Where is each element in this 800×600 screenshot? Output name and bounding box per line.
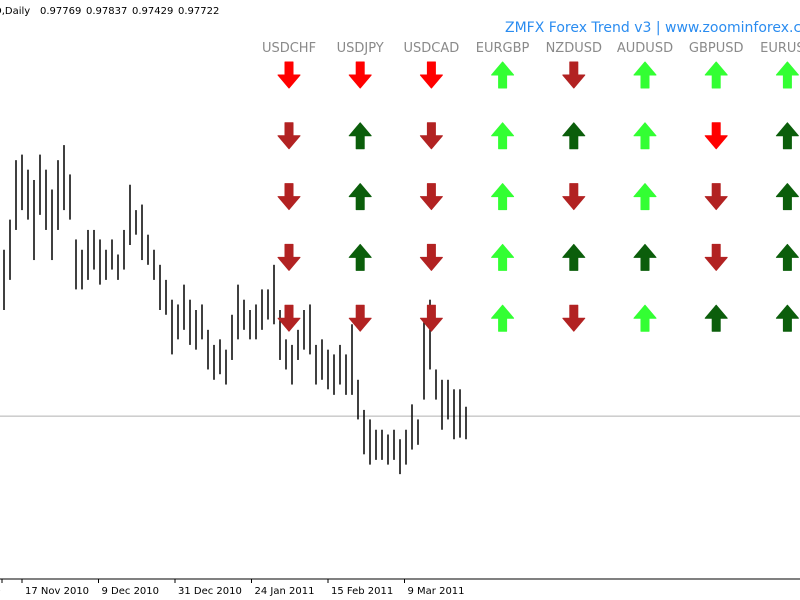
trend-arrow — [704, 243, 728, 271]
trend-arrow — [419, 304, 443, 332]
trend-arrow — [704, 61, 728, 89]
trend-arrow — [348, 243, 372, 271]
trend-arrow — [348, 122, 372, 150]
trend-arrow — [633, 183, 657, 211]
trend-arrow — [704, 122, 728, 150]
trend-arrow — [348, 183, 372, 211]
ohlc-value: 0.97429 — [132, 6, 173, 17]
trend-arrow — [775, 183, 799, 211]
trend-arrow — [277, 61, 301, 89]
trend-arrow — [419, 243, 443, 271]
trend-arrow — [491, 61, 515, 89]
pair-label: EURUSD — [760, 41, 800, 56]
trend-arrow — [277, 243, 301, 271]
trend-arrow — [348, 61, 372, 89]
pair-label: AUDUSD — [617, 41, 673, 56]
x-tick-label: 9 Dec 2010 — [102, 586, 160, 597]
pair-label: EURGBP — [476, 41, 530, 56]
trend-arrow — [348, 304, 372, 332]
trend-arrow — [562, 243, 586, 271]
pair-label: USDJPY — [337, 41, 384, 56]
pair-label: GBPUSD — [689, 41, 744, 56]
x-tick-label: 31 Dec 2010 — [178, 586, 242, 597]
ohlc-value: 0.97722 — [178, 6, 219, 17]
trend-arrow — [562, 183, 586, 211]
x-tick-label: 15 Feb 2011 — [331, 586, 393, 597]
trend-arrow — [775, 304, 799, 332]
trend-arrow — [633, 304, 657, 332]
trend-arrow — [419, 122, 443, 150]
trend-arrow — [633, 61, 657, 89]
trend-arrow — [775, 122, 799, 150]
pair-label: NZDUSD — [546, 41, 602, 56]
trend-arrow — [775, 61, 799, 89]
ohlc-value: 0.97837 — [86, 6, 127, 17]
trend-arrow — [562, 61, 586, 89]
trend-arrow — [419, 183, 443, 211]
trend-arrow — [491, 183, 515, 211]
trend-arrow — [491, 122, 515, 150]
ohlc-value: 0.97769 — [40, 6, 81, 17]
trend-arrow — [277, 122, 301, 150]
trend-arrow — [562, 304, 586, 332]
trend-arrow — [277, 304, 301, 332]
x-tick-label: 17 Nov 2010 — [25, 586, 89, 597]
x-tick-label: 9 Mar 2011 — [408, 586, 465, 597]
trend-arrow — [704, 304, 728, 332]
trend-arrow — [277, 183, 301, 211]
pair-label: USDCHF — [262, 41, 316, 56]
trend-arrow — [419, 61, 443, 89]
symbol-label: D,Daily — [0, 6, 30, 17]
x-tick-label: 24 Jan 2011 — [255, 586, 315, 597]
trend-arrow — [562, 122, 586, 150]
trend-arrow — [633, 243, 657, 271]
indicator-title: ZMFX Forex Trend v3 | www.zoominforex.co… — [505, 20, 800, 36]
trend-arrow — [775, 243, 799, 271]
x-tick-label: 10 — [0, 586, 1, 597]
trend-arrow — [491, 243, 515, 271]
trend-arrow — [633, 122, 657, 150]
trend-arrow — [704, 183, 728, 211]
pair-label: USDCAD — [404, 41, 460, 56]
trend-arrow — [491, 304, 515, 332]
